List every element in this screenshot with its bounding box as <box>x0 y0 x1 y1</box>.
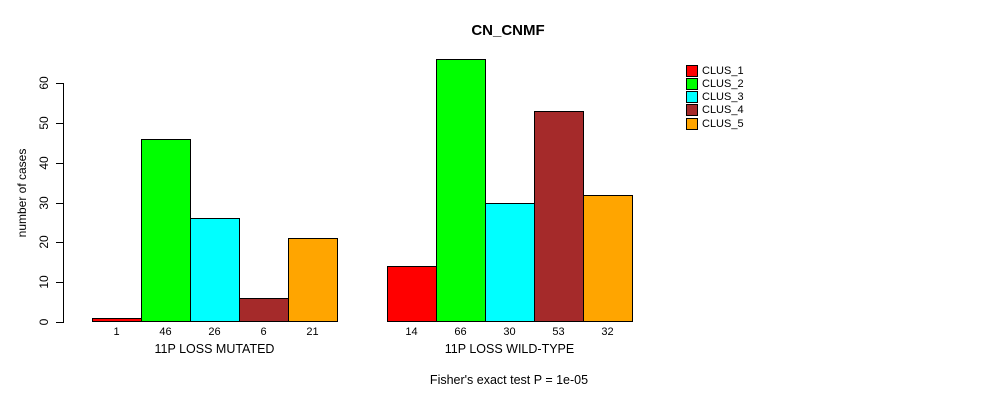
bar-value-label: 66 <box>454 326 467 338</box>
bar-value-label: 14 <box>405 326 418 338</box>
bar-clus_4 <box>534 111 584 322</box>
legend-label-clus_3: CLUS_3 <box>702 91 744 103</box>
y-tick <box>56 322 63 323</box>
legend-swatch-clus_2 <box>686 78 698 90</box>
chart-title: CN_CNMF <box>471 22 545 39</box>
y-tick <box>56 203 63 204</box>
legend-swatch-clus_5 <box>686 118 698 130</box>
bar-value-label: 6 <box>260 326 267 338</box>
y-tick-label: 30 <box>37 196 51 210</box>
bar-clus_4 <box>239 298 289 322</box>
bar-value-label: 21 <box>306 326 319 338</box>
bar-clus_5 <box>288 238 338 322</box>
y-tick-label: 50 <box>37 116 51 130</box>
y-tick <box>56 242 63 243</box>
bar-clus_3 <box>190 218 240 322</box>
bar-value-label: 26 <box>208 326 221 338</box>
y-tick-label: 10 <box>37 275 51 289</box>
bar-value-label: 30 <box>503 326 516 338</box>
y-tick-label: 20 <box>37 235 51 249</box>
fisher-test-annotation: Fisher's exact test P = 1e-05 <box>429 373 589 387</box>
bar-value-label: 46 <box>159 326 172 338</box>
y-tick-label: 0 <box>37 318 51 326</box>
y-tick-label: 60 <box>37 76 51 90</box>
bar-clus_2 <box>141 139 191 322</box>
legend-label-clus_2: CLUS_2 <box>702 78 744 90</box>
y-tick <box>56 282 63 283</box>
bar-value-label: 53 <box>552 326 565 338</box>
y-axis-label: number of cases <box>15 148 29 238</box>
y-tick <box>56 163 63 164</box>
bar-clus_1 <box>92 318 142 322</box>
legend-swatch-clus_1 <box>686 65 698 77</box>
bar-clus_3 <box>485 203 535 322</box>
group-label: 11P LOSS WILD-TYPE <box>444 342 575 356</box>
legend-label-clus_1: CLUS_1 <box>702 65 744 77</box>
y-tick <box>56 123 63 124</box>
y-axis-line <box>63 83 64 323</box>
legend-label-clus_4: CLUS_4 <box>702 104 744 116</box>
bar-value-label: 32 <box>601 326 614 338</box>
bar-clus_1 <box>387 266 437 322</box>
legend-swatch-clus_3 <box>686 91 698 103</box>
bar-clus_2 <box>436 59 486 322</box>
legend-swatch-clus_4 <box>686 104 698 116</box>
y-tick <box>56 83 63 84</box>
legend-label-clus_5: CLUS_5 <box>702 118 744 130</box>
bar-clus_5 <box>583 195 633 322</box>
y-tick-label: 40 <box>37 156 51 170</box>
group-label: 11P LOSS MUTATED <box>154 342 275 356</box>
bar-value-label: 1 <box>113 326 120 338</box>
